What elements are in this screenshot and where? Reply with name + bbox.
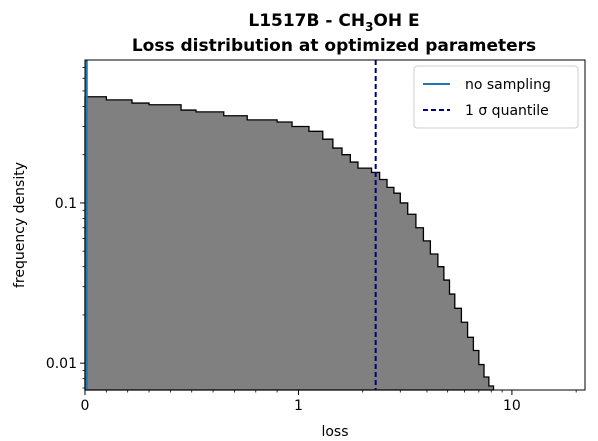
x-tick-label: 0 bbox=[81, 398, 90, 414]
x-tick-label: 1 bbox=[294, 398, 303, 414]
legend-box bbox=[413, 65, 579, 129]
x-axis-label: loss bbox=[321, 424, 348, 440]
legend: no sampling 1 σ quantile bbox=[413, 65, 579, 129]
reference-lines bbox=[85, 60, 377, 390]
chart-title-line2: Loss distribution at optimized parameter… bbox=[132, 36, 536, 56]
plot-frame bbox=[84, 59, 586, 391]
title-subscript: 3 bbox=[365, 20, 373, 34]
y-tick-label: 0.01 bbox=[46, 356, 77, 372]
x-axis-ticks: 0 1 10 bbox=[81, 390, 577, 414]
y-axis-label: frequency density bbox=[12, 162, 28, 288]
legend-no-sampling-label: no sampling bbox=[465, 77, 551, 93]
histogram bbox=[84, 96, 495, 391]
chart-title-line1: L1517B - CH3OH E bbox=[248, 11, 419, 34]
x-tick-label: 10 bbox=[503, 398, 521, 414]
legend-quantile-label: 1 σ quantile bbox=[465, 103, 549, 119]
y-tick-label: 0.1 bbox=[55, 196, 77, 212]
histogram-area bbox=[84, 96, 495, 391]
y-axis-ticks: 0.01 0.1 bbox=[46, 67, 85, 389]
